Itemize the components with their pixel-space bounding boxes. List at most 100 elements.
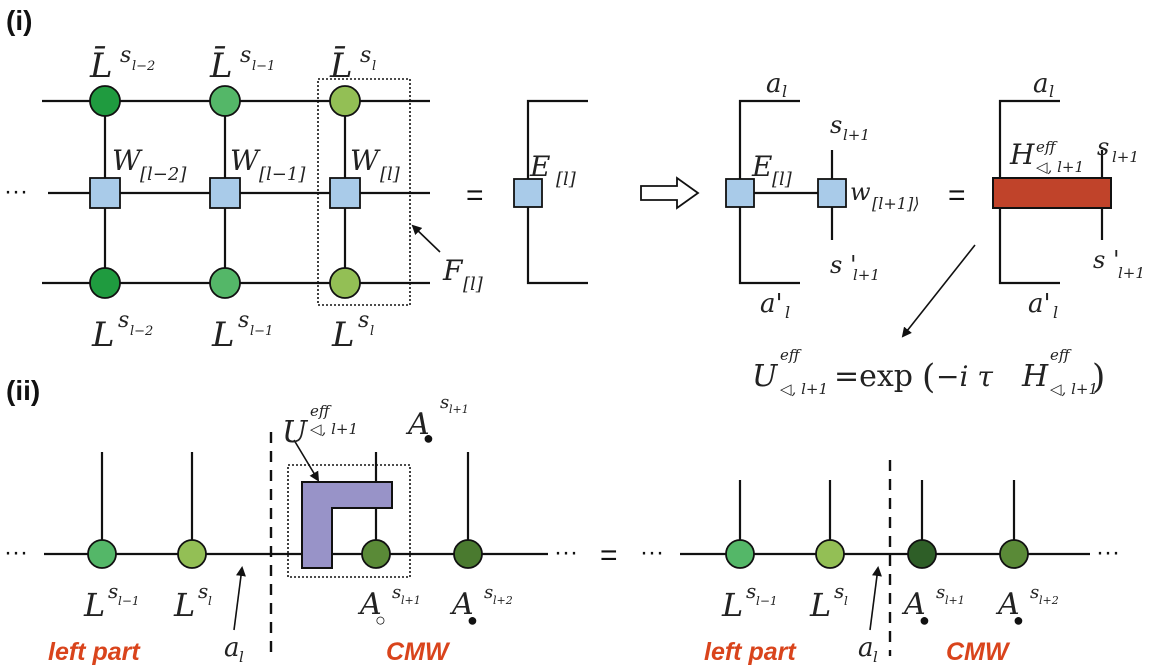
label-u-sub: ◁, l+1 [310,420,358,438]
ii-l-label-3-sub: l+2 [493,594,513,607]
ii-left-tensor-a-filled [453,539,483,569]
ii-r-label-2-base: A [901,587,926,622]
label-h-sup: eff [1036,138,1058,156]
time-evolution-equation: U eff ◁, l+1 =exp ( −i τ H eff ◁, l+1 ) [752,346,1105,398]
ii-right-tensor-a-2 [999,539,1029,569]
label-s-top-sub: l+1 [843,126,870,144]
mpo-w-l-1 [209,177,241,209]
mpo-w-l [329,177,361,209]
ii-l-label-3-mark: ● [467,610,478,630]
label-h-a-top-base: a [1033,69,1049,99]
ii-r-label-2-mark: ● [919,610,930,630]
label-h-s-bottom-sub: l+1 [1118,264,1145,282]
eq-h-base: H [1021,359,1049,394]
e-environment: E [l] [513,99,588,285]
eq-u-sup: eff [780,346,802,364]
label-l-l-s: s [358,308,369,333]
h-effective-block [992,177,1112,209]
eq-u-base: U [752,359,779,394]
label-w-l-2-base: W [112,144,143,177]
ii-left-a-base: a [224,633,240,663]
eq-h-sup: eff [1050,346,1072,364]
ii-right-tensor-l-1 [725,539,755,569]
label-lbar-l-2-sub: l−2 [132,59,155,74]
ii-right-cmw-label: CMW [946,638,1011,666]
label-s-bottom-base: s ' [830,251,857,279]
label-lbar-l-1-sub: l−1 [252,59,275,74]
ii-l-label-1-sub: l [208,594,212,608]
ii-l-label-2-sub: l+1 [401,594,421,607]
label-w-l-2-sub: [l−2] [140,164,187,185]
label-s-top-base: s [830,111,842,139]
label-w-small-base: w [850,178,871,206]
h-effective: a l a' l H eff ◁, l+1 s l+1 s ' l+1 [992,69,1145,322]
top-tensor-l [329,85,361,117]
panel-label-i: (i) [6,5,32,36]
ii-left-tensor-l [177,539,207,569]
ii-r-label-1-s: s [834,579,844,603]
ii-r-label-0-base: L [721,586,743,624]
ii-l-label-1-base: L [173,586,195,624]
ii-l-label-0-sub: l−1 [118,594,140,608]
label-f-sub: [l] [463,274,484,295]
ii-l-label-3-s: s [484,582,493,603]
label-a-bottom-sub: l [785,303,790,322]
e-box-right [725,178,755,208]
bottom-tensor-l-2 [89,267,121,299]
equals-sign-3: = [600,539,618,572]
eq-minus-i-tau: −i τ [936,360,993,393]
label-lbar-l-1-s: s [240,43,251,68]
label-u-base: U [282,415,309,450]
label-w-l-1-base: W [230,144,261,177]
label-h-a-top-sub: l [1049,82,1054,101]
ii-l-label-0-base: L [83,586,105,624]
label-lbar-l-base: L̄ [329,45,353,86]
label-w-l-base: W [350,144,381,177]
equals-sign-2: = [948,179,966,212]
label-l-l-2-base: L [91,315,115,355]
ii-left-a-arrow [233,566,246,631]
ii-right-left-part-label: left part [704,638,797,666]
ii-r-label-1-base: L [809,586,831,624]
w-box [817,178,847,208]
label-lbar-l-s: s [360,43,371,68]
label-w-l-1-sub: [l−1] [259,164,306,185]
ii-right-tensor-l [815,539,845,569]
label-a-bottom-base: a' [760,289,783,319]
top-tensor-labels: L̄ s l−2 L̄ s l−1 L̄ s l [89,43,376,86]
eq-paren-close: ) [1092,357,1105,397]
ii-l-label-2-s: s [392,582,401,603]
ii-r-label-2-sub: l+1 [945,594,965,607]
ii-left-a-sub: l [239,648,244,666]
bottom-tensor-l [329,267,361,299]
label-h-a-bottom-sub: l [1053,303,1058,322]
label-u-sup: eff [310,402,332,420]
label-h-sub: ◁, l+1 [1036,158,1084,176]
ii-right-bottom-labels: L s l−1 L s l A ● s l+1 A ● s l+2 [721,579,1059,630]
ii-left-cmw-label: CMW [386,638,451,666]
label-lbar-l-sub: l [372,59,376,74]
ii-left-left-part-label: left part [48,638,141,666]
panel-ii-left-ellipsis-end: ··· [554,539,578,566]
label-a-top-sub: l [782,82,787,101]
ii-l-label-2-mark: ○ [375,610,386,630]
h-to-u-arrow [901,244,976,338]
ii-r-label-0-sub: l−1 [756,594,778,608]
label-a-top-ii-mark: ● [423,428,434,448]
eq-h-sub: ◁, l+1 [1050,380,1098,398]
label-a-top-ii-s: s [440,392,449,413]
label-l-l-1-base: L [211,315,235,355]
label-w-l-sub: [l] [380,164,401,185]
ii-r-label-0-s: s [746,579,756,603]
panel-ii-right-ellipsis-start: ··· [640,539,664,566]
label-l-l-1-s: s [238,308,249,333]
mpo-w-l-2 [89,177,121,209]
label-h-s-top-sub: l+1 [1112,148,1139,166]
panel-i-ellipsis: ··· [4,178,28,205]
panel-label-ii: (ii) [6,375,40,406]
label-f-base: F [442,254,464,287]
label-e-sub: [l] [556,169,577,190]
label-e-base: E [529,150,550,183]
ii-right-a-sub: l [873,648,878,666]
